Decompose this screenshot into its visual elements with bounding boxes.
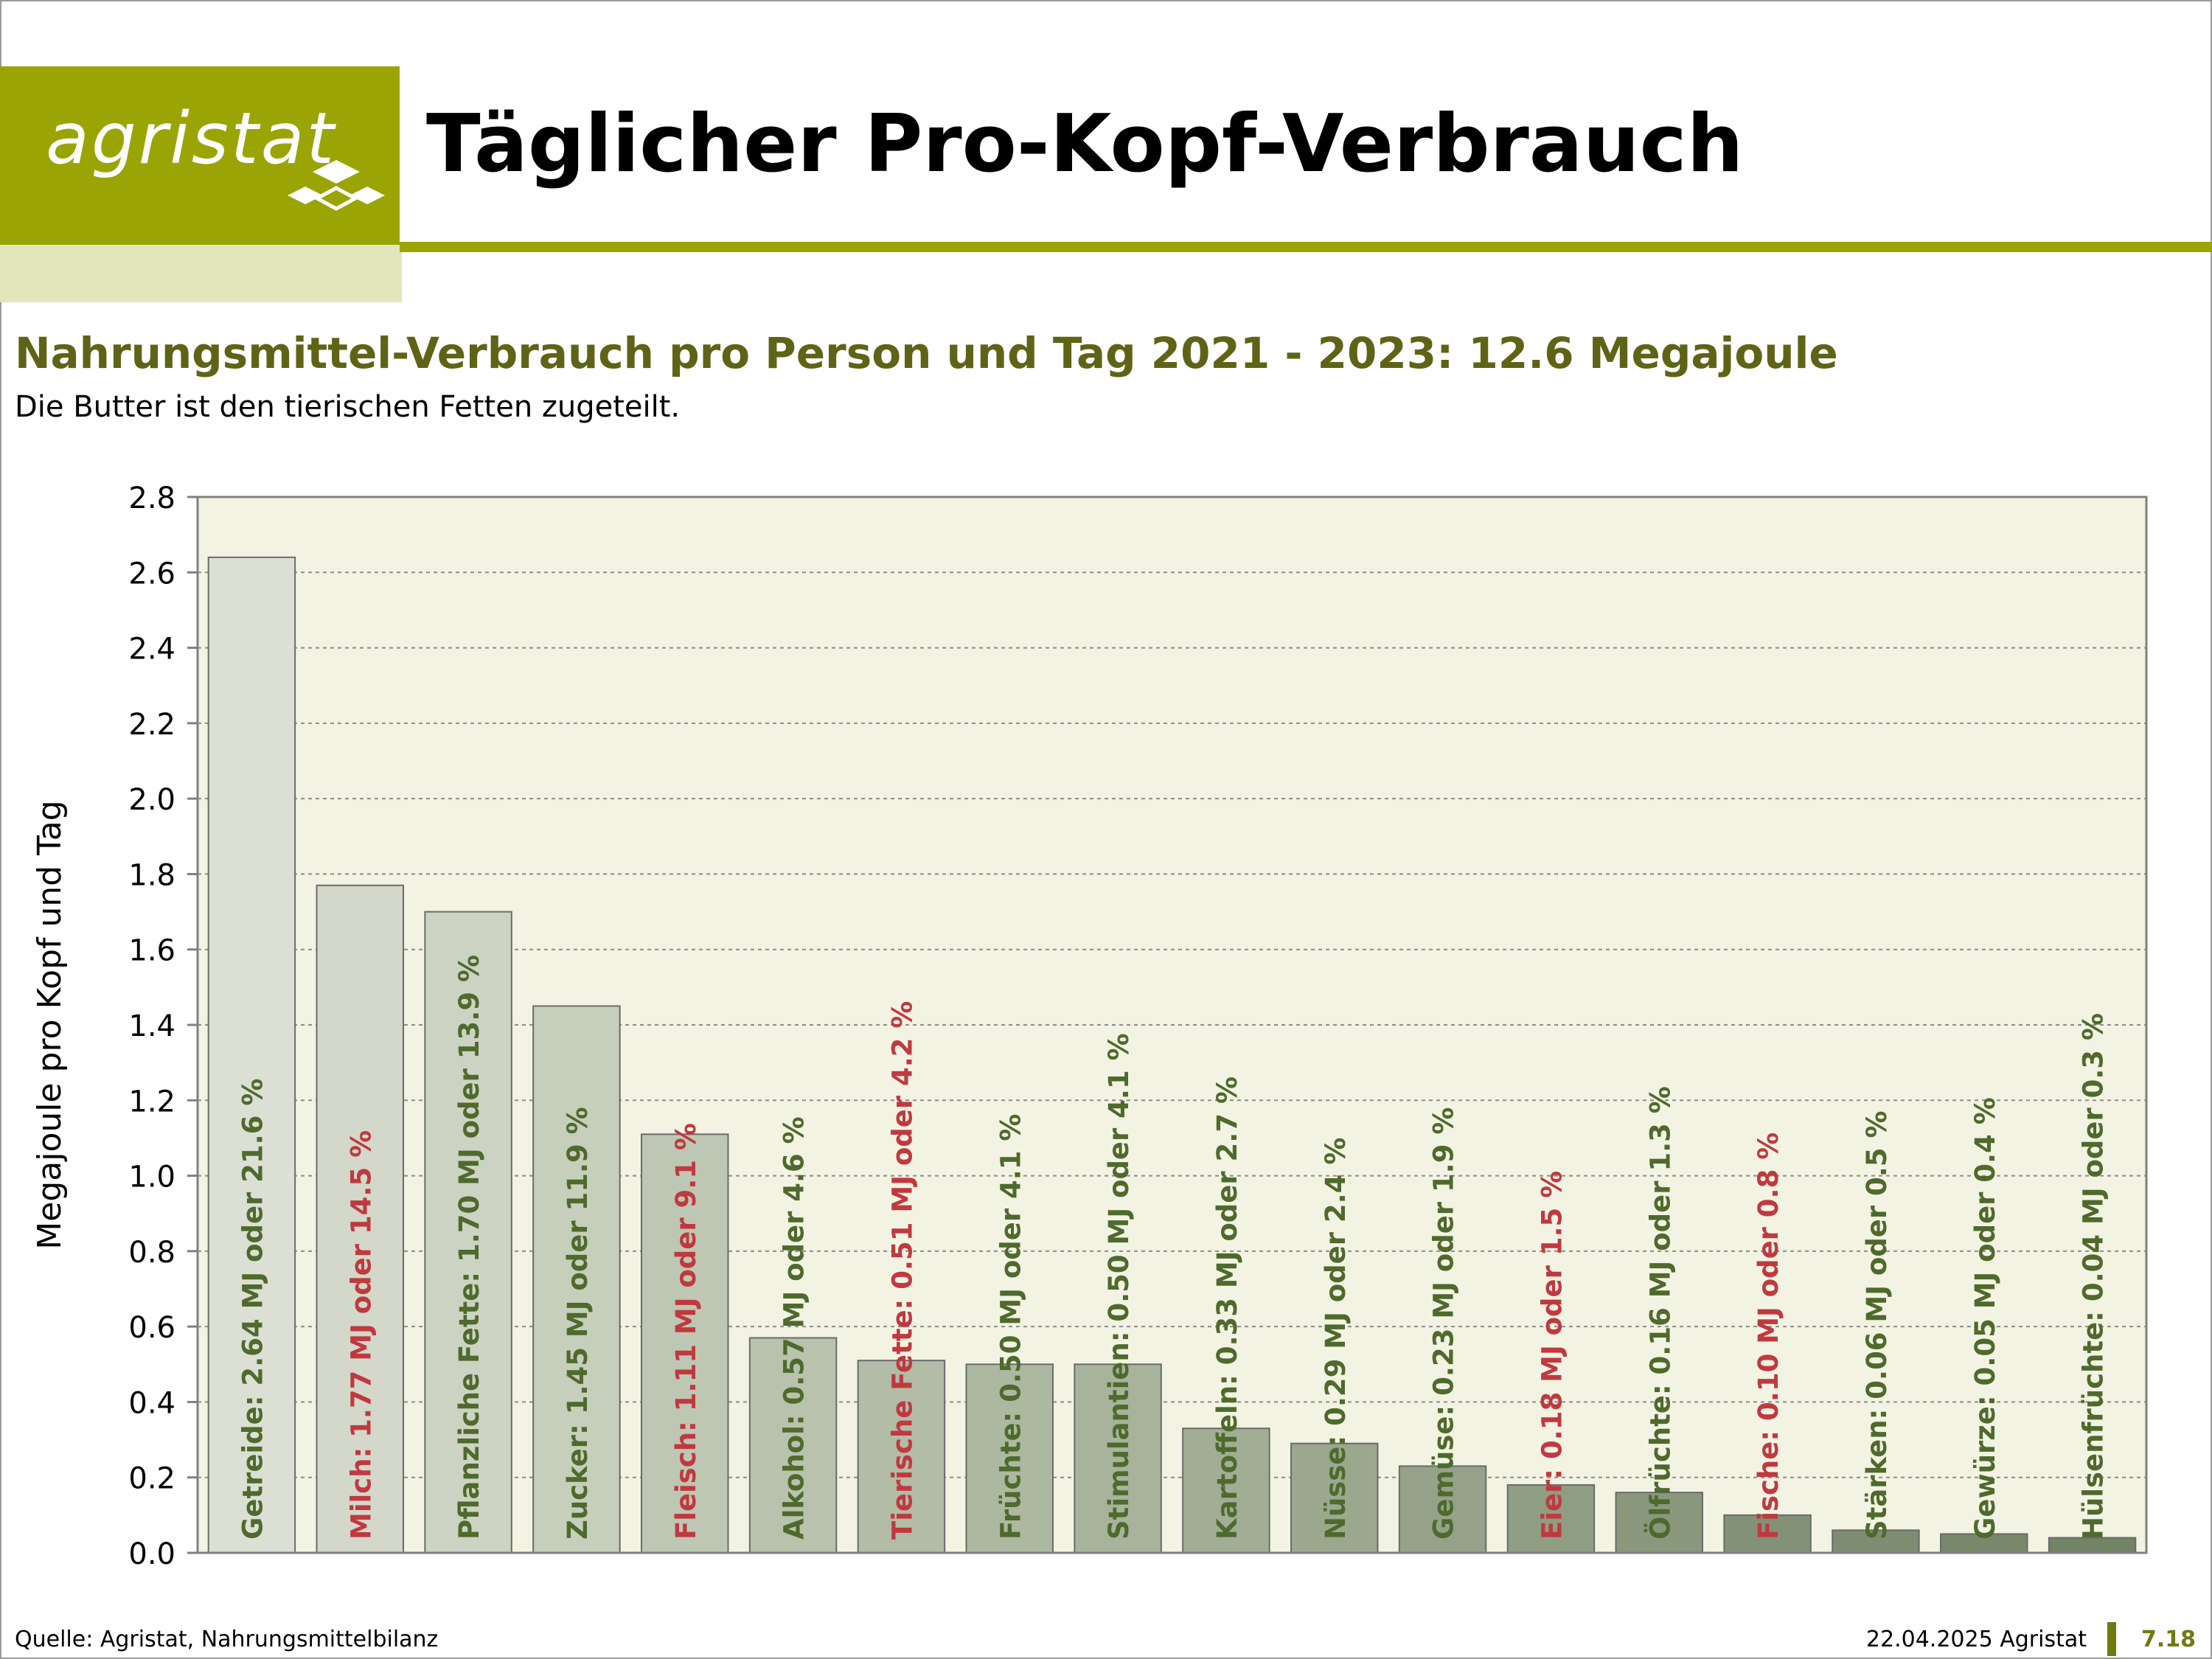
logo-diamonds-icon: [288, 160, 385, 211]
y-tick-label: 1.2: [128, 1085, 175, 1119]
bar-fleisch: [641, 1133, 729, 1554]
bar-data-label: Stärken: 0.06 MJ oder 0.5 %: [1861, 1110, 1893, 1540]
bar-data-label: Früchte: 0.50 MJ oder 4.1 %: [995, 1114, 1026, 1540]
y-tick-label: 0.2: [128, 1462, 175, 1496]
bar-gemüse: [1398, 1465, 1487, 1554]
gridlines: [198, 571, 2146, 1478]
bar-data-label: Gemüse: 0.23 MJ oder 1.9 %: [1428, 1107, 1460, 1540]
agristat-logo: agristat: [46, 97, 337, 180]
y-tick-label: 0.8: [128, 1236, 175, 1270]
bar-data-label: Tierische Fette: 0.51 MJ oder 4.2 %: [886, 1001, 918, 1540]
chart-note: Die Butter ist den tierischen Fetten zug…: [15, 390, 681, 424]
source-note: Quelle: Agristat, Nahrungsmittelbilanz: [15, 1627, 439, 1652]
y-tick-label: 2.2: [128, 708, 175, 742]
bar-data-label: Getreide: 2.64 MJ oder 21.6 %: [237, 1079, 268, 1540]
y-tick-label: 0.4: [128, 1386, 175, 1420]
y-tick-label: 1.8: [128, 858, 175, 892]
bar-data-label: Hülsenfrüchte: 0.04 MJ oder 0.3 %: [2078, 1013, 2110, 1540]
bar-ölfrüchte: [1615, 1492, 1703, 1554]
bar-data-label: Kartoffeln: 0.33 MJ oder 2.7 %: [1211, 1077, 1243, 1540]
bar-data-label: Milch: 1.77 MJ oder 14.5 %: [345, 1130, 377, 1540]
bars: [207, 556, 2137, 1554]
bar-data-label: Fische: 0.10 MJ oder 0.8 %: [1753, 1133, 1784, 1540]
plot-frame: [196, 495, 2148, 1554]
bar-tierische-fette: [857, 1360, 946, 1554]
y-tick-label: 1.6: [128, 934, 175, 968]
bar-data-label: Eier: 0.18 MJ oder 1.5 %: [1536, 1171, 1568, 1540]
bar-data-label: Stimulantien: 0.50 MJ oder 4.1 %: [1103, 1033, 1135, 1540]
y-tick-label: 2.6: [128, 557, 175, 591]
bar-kartoffeln: [1182, 1427, 1270, 1554]
y-tick-label: 1.4: [128, 1009, 175, 1043]
bar-data-label: Fleisch: 1.11 MJ oder 9.1 %: [670, 1123, 702, 1540]
y-tick-label: 2.8: [128, 481, 175, 515]
page-title: Täglicher Pro-Kopf-Verbrauch: [426, 98, 1744, 190]
bar-data-label: Alkohol: 0.57 MJ oder 4.6 %: [779, 1116, 810, 1540]
bar-data-label: Ölfrüchte: 0.16 MJ oder 1.3 %: [1644, 1086, 1676, 1540]
bar-nüsse: [1290, 1442, 1379, 1554]
y-axis: 0.0 0.2 0.4 0.6 0.8 1.0 1.2 1.4 1.6 1.8 2.0 2.2 2.4 2…: [128, 481, 198, 1571]
y-tick-label: 0.6: [128, 1311, 175, 1345]
footer-date: 22.04.2025 Agristat: [1865, 1627, 2087, 1652]
bar-stärken: [1832, 1529, 1920, 1554]
y-tick-label: 1.0: [128, 1161, 175, 1194]
bar-getreide: [207, 556, 296, 1554]
bar-chart: 0.0 0.2 0.4 0.6 0.8 1.0 1.2 1.4 1.6 1.8 2.0 2.2 2.4 2…: [31, 481, 2148, 1571]
bar-zucker: [532, 1005, 621, 1554]
bar-data-label: Gewürze: 0.05 MJ oder 0.4 %: [1969, 1097, 2001, 1540]
bar-pflanzliche-fette: [424, 911, 512, 1554]
y-tick-label: 2.0: [128, 783, 175, 817]
bar-data-label: Nüsse: 0.29 MJ oder 2.4 %: [1320, 1138, 1352, 1540]
bar-data-label: Pflanzliche Fette: 1.70 MJ oder 13.9 %: [453, 955, 485, 1540]
bar-früchte: [965, 1363, 1054, 1554]
page-number: 7.18: [2140, 1627, 2196, 1652]
header-rule: [400, 242, 2212, 252]
y-tick-label: 2.4: [128, 633, 175, 667]
chart-subtitle: Nahrungsmittel-Verbrauch pro Person und …: [15, 328, 1838, 378]
y-tick-label: 0.0: [128, 1537, 175, 1571]
bar-data-label: Zucker: 1.45 MJ oder 11.9 %: [562, 1107, 594, 1540]
logo-underband: [0, 245, 402, 302]
bar-stimulantien: [1074, 1363, 1162, 1554]
bar-labels: Getreide: 2.64 MJ oder 21.6 % Milch: 1.77…: [237, 955, 2109, 1540]
bar-eier: [1506, 1484, 1596, 1554]
y-axis-label: Megajoule pro Kopf und Tag: [31, 800, 69, 1249]
logo-panel: [0, 66, 400, 245]
footer-divider: [2107, 1622, 2116, 1656]
